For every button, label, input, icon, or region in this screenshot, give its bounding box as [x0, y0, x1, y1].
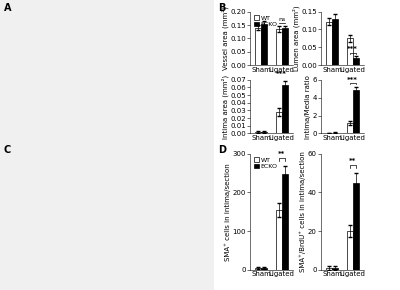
Bar [326, 268, 332, 270]
Legend: WT, ECKO: WT, ECKO [253, 15, 278, 28]
Bar [276, 29, 282, 65]
Bar [346, 123, 353, 133]
Legend: WT, ECKO: WT, ECKO [253, 157, 278, 170]
Bar [353, 90, 359, 133]
Bar [261, 132, 268, 133]
Bar [255, 268, 261, 270]
Bar [346, 231, 353, 270]
Y-axis label: Lumen area (mm²): Lumen area (mm²) [292, 6, 300, 71]
Bar [282, 174, 288, 270]
Y-axis label: Intima/Media ratio: Intima/Media ratio [305, 75, 311, 139]
Text: D: D [218, 145, 226, 155]
Text: **: ** [349, 158, 356, 164]
Bar [332, 268, 338, 270]
Bar [332, 19, 338, 65]
Y-axis label: Vessel area (mm²): Vessel area (mm²) [221, 6, 229, 70]
Text: C: C [4, 145, 11, 155]
Bar [326, 22, 332, 65]
Bar [282, 85, 288, 133]
Text: **: ** [278, 151, 285, 157]
Bar [282, 28, 288, 65]
Y-axis label: SMA⁺ cells in intima/section: SMA⁺ cells in intima/section [224, 163, 231, 261]
Bar [276, 210, 282, 270]
Bar [261, 268, 268, 270]
Bar [255, 28, 261, 65]
Text: ns: ns [278, 17, 285, 22]
Bar [353, 183, 359, 270]
Bar [276, 112, 282, 133]
Y-axis label: Intima area (mm²): Intima area (mm²) [221, 75, 229, 139]
Bar [346, 39, 353, 65]
Text: ***: *** [347, 77, 358, 83]
Text: B: B [218, 3, 225, 13]
Text: ***: *** [276, 71, 287, 77]
Bar [353, 58, 359, 65]
Bar [261, 24, 268, 65]
Text: A: A [4, 3, 12, 13]
Bar [255, 132, 261, 133]
Text: ***: *** [347, 46, 358, 52]
Y-axis label: SMA⁺/BrdU⁺ cells in intima/section: SMA⁺/BrdU⁺ cells in intima/section [300, 151, 306, 272]
